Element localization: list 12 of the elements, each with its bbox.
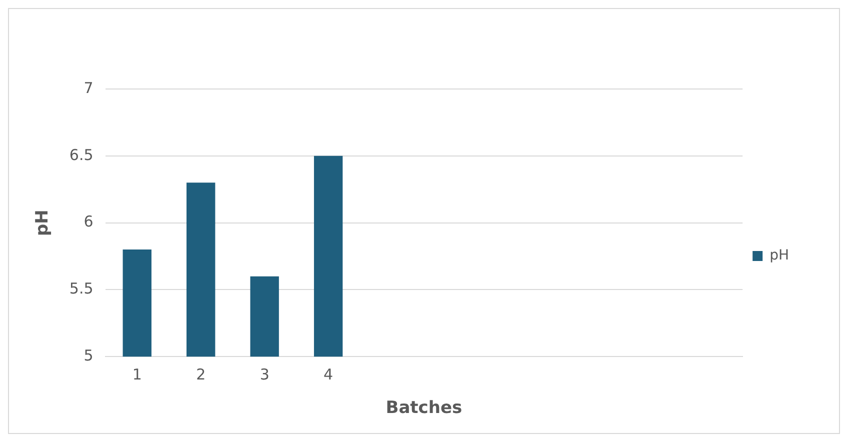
- y-tick-label: 5: [84, 346, 94, 364]
- y-tick-label: 6: [84, 212, 94, 231]
- x-tick-label: 3: [260, 365, 270, 384]
- x-tick-label: 2: [196, 365, 206, 384]
- x-tick-label: 4: [324, 365, 334, 384]
- y-tick-label: 6.5: [69, 146, 94, 164]
- x-tick-label: 1: [132, 365, 142, 384]
- legend-label: pH: [770, 248, 790, 264]
- y-axis-title: pH: [32, 210, 53, 236]
- y-tick-label: 5.5: [69, 280, 94, 298]
- x-axis-title: Batches: [386, 398, 462, 418]
- y-tick-label: 7: [84, 78, 94, 97]
